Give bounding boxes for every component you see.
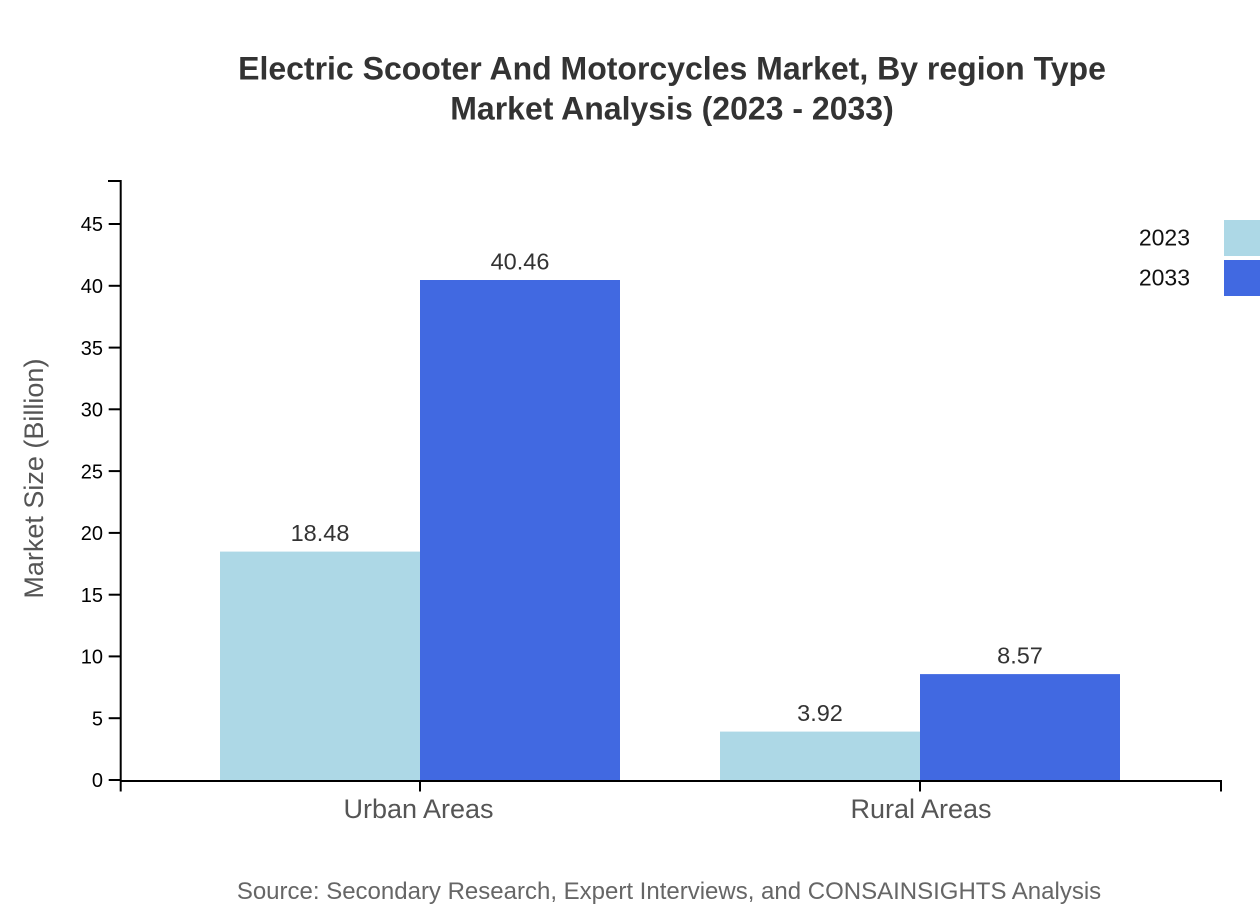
svg-text:Source: Secondary Research, Ex: Source: Secondary Research, Expert Inter…	[237, 878, 1101, 905]
svg-text:Urban Areas: Urban Areas	[343, 794, 493, 824]
svg-text:25: 25	[81, 461, 103, 483]
svg-text:30: 30	[81, 400, 103, 422]
svg-text:20: 20	[81, 523, 103, 545]
svg-text:Market Size (Billion): Market Size (Billion)	[19, 359, 49, 599]
svg-text:2023: 2023	[1139, 225, 1190, 251]
svg-text:Electric Scooter And Motorcycl: Electric Scooter And Motorcycles Market,…	[238, 50, 1106, 86]
svg-text:8.57: 8.57	[997, 642, 1043, 668]
svg-text:3.92: 3.92	[797, 700, 843, 726]
svg-text:2033: 2033	[1139, 265, 1190, 291]
svg-text:40: 40	[81, 276, 103, 298]
svg-text:Market Analysis (2023 - 2033): Market Analysis (2023 - 2033)	[450, 91, 894, 127]
svg-text:18.48: 18.48	[291, 520, 350, 546]
svg-text:0: 0	[92, 770, 103, 792]
svg-text:Rural Areas: Rural Areas	[850, 794, 991, 824]
svg-text:45: 45	[81, 214, 103, 236]
svg-text:15: 15	[81, 585, 103, 607]
svg-text:5: 5	[92, 708, 103, 730]
svg-text:40.46: 40.46	[491, 249, 550, 275]
svg-text:35: 35	[81, 338, 103, 360]
svg-text:10: 10	[81, 647, 103, 669]
